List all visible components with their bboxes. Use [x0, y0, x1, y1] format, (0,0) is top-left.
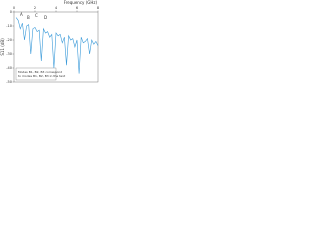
- chart: Frequency (GHz) S11 (dB) A B C D Modes B…: [0, 0, 99, 84]
- y-tick-label: -50: [6, 80, 12, 84]
- x-axis-label: Frequency (GHz): [64, 0, 98, 5]
- line-series: [15, 17, 99, 74]
- x-tick-label: 0: [13, 6, 15, 10]
- peak-label: C: [35, 13, 38, 18]
- x-tick-label: 2: [34, 6, 36, 10]
- annotation-box: [15, 67, 57, 81]
- peak-label: A: [20, 12, 23, 17]
- peak-label: B: [27, 15, 30, 20]
- annotation: Modes B1, B2, B3 correspond: [18, 70, 62, 74]
- y-tick-label: -40: [6, 66, 12, 70]
- x-tick-label: 4: [55, 6, 58, 10]
- x-tick-label: 8: [97, 6, 99, 10]
- y-tick-label: -20: [6, 38, 12, 42]
- x-tick-label: 6: [76, 6, 78, 10]
- y-tick-label: 0: [10, 10, 12, 14]
- y-axis-label: S11 (dB): [0, 38, 5, 56]
- annotation: to modes B1, B2, B3 in the text: [18, 74, 66, 78]
- peak-label: D: [44, 15, 47, 20]
- y-tick-label: -30: [6, 52, 12, 56]
- y-tick-label: -10: [6, 24, 12, 28]
